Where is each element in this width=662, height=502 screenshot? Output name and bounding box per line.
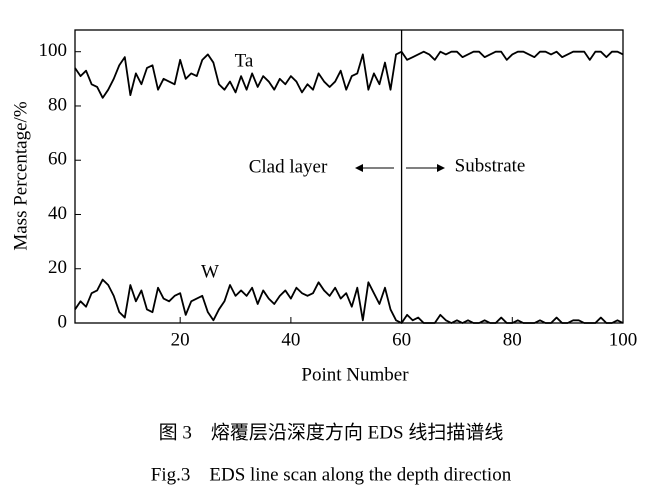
caption: Fig.3 EDS line scan along the depth dire… [151,464,512,485]
y-tick-label: 0 [58,311,68,332]
y-tick-label: 100 [39,40,68,61]
x-tick-label: 80 [503,329,522,350]
x-axis-label: Point Number [301,364,409,385]
plot-frame [74,29,624,324]
y-tick-label: 20 [48,257,67,278]
x-tick-label: 40 [281,329,300,350]
annotation: Clad layer [249,156,328,177]
data-line [74,278,624,324]
annotation: W [201,261,219,282]
y-tick-label: 40 [48,203,67,224]
annotation: Ta [235,50,254,71]
caption: 图 3 熔覆层沿深度方向 EDS 线扫描谱线 [159,421,504,443]
x-tick-label: 60 [392,329,411,350]
data-line [74,50,624,99]
x-tick-label: 100 [609,329,638,350]
y-axis-label: Mass Percentage/% [10,101,31,250]
y-tick-label: 60 [48,149,67,170]
x-tick-label: 20 [171,329,190,350]
annotation: Substrate [455,155,526,176]
y-tick-label: 80 [48,94,67,115]
